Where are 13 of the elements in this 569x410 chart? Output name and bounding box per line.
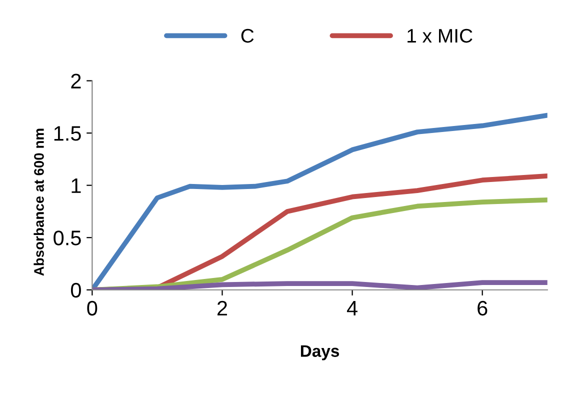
x-tick-label: 4	[346, 301, 358, 316]
y-tick-label: 0	[70, 282, 81, 298]
y-tick-label: 2	[71, 74, 81, 88]
x-tick-label: 0	[87, 300, 98, 316]
x-tick-label: 2	[217, 300, 227, 316]
y-tick-label: 1.5	[54, 126, 81, 141]
legend-label: C	[241, 28, 254, 43]
y-axis-title: Absorbance at 600 nm	[34, 128, 44, 276]
y-tick-label: 0.5	[54, 230, 81, 246]
x-axis-title: Days	[300, 345, 340, 360]
legend-label: 1 x MIC	[408, 28, 472, 43]
y-tick-label: 1	[72, 178, 81, 193]
x-tick-label: 6	[478, 300, 488, 316]
